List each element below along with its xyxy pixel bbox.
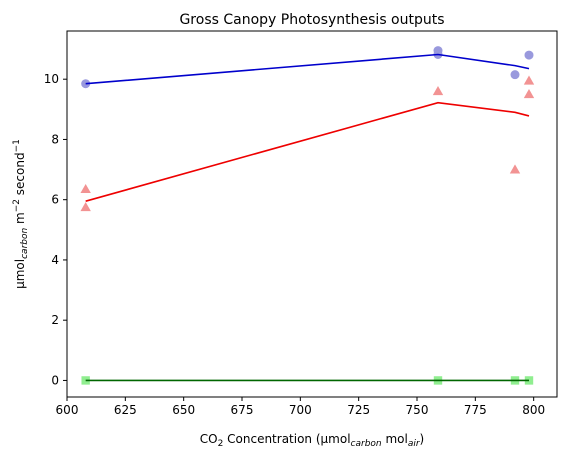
y-tick-label: 6 bbox=[51, 193, 59, 207]
series-line bbox=[85, 101, 530, 202]
x-axis: 600 625 650 675 700 725 750 775 800 bbox=[56, 397, 545, 417]
x-tick-label: 625 bbox=[114, 403, 137, 417]
plot-frame bbox=[66, 30, 558, 398]
x-tick-label: 650 bbox=[172, 403, 195, 417]
series-3 bbox=[81, 376, 534, 385]
y-tick-label: 10 bbox=[44, 72, 59, 86]
data-point bbox=[523, 89, 535, 99]
data-point bbox=[510, 70, 520, 80]
y-tick-label: 4 bbox=[51, 253, 59, 267]
series-1 bbox=[81, 46, 534, 89]
data-point bbox=[509, 164, 521, 174]
x-tick-label: 725 bbox=[347, 403, 370, 417]
y-axis: 0 2 4 6 8 10 bbox=[44, 72, 67, 387]
x-axis-label: CO2 Concentration (µmolcarbon molair) bbox=[200, 432, 424, 449]
series-2 bbox=[80, 75, 535, 212]
y-tick-label: 2 bbox=[51, 313, 59, 327]
x-tick-label: 800 bbox=[522, 403, 545, 417]
data-point bbox=[523, 75, 535, 85]
data-point bbox=[80, 202, 91, 212]
series-line bbox=[85, 53, 530, 85]
data-point bbox=[524, 50, 534, 60]
x-tick-label: 775 bbox=[464, 403, 487, 417]
x-tick-label: 675 bbox=[231, 403, 254, 417]
plot-area bbox=[80, 46, 535, 385]
chart-title: Gross Canopy Photosynthesis outputs bbox=[179, 12, 444, 28]
y-tick-label: 8 bbox=[51, 132, 59, 146]
data-point bbox=[80, 183, 91, 194]
x-tick-label: 700 bbox=[289, 403, 312, 417]
x-tick-label: 750 bbox=[406, 403, 429, 417]
y-tick-label: 0 bbox=[51, 373, 59, 387]
x-tick-label: 600 bbox=[56, 403, 79, 417]
data-point bbox=[432, 86, 444, 96]
y-axis-label: µmolcarbon m−2 second−1 bbox=[12, 139, 30, 289]
